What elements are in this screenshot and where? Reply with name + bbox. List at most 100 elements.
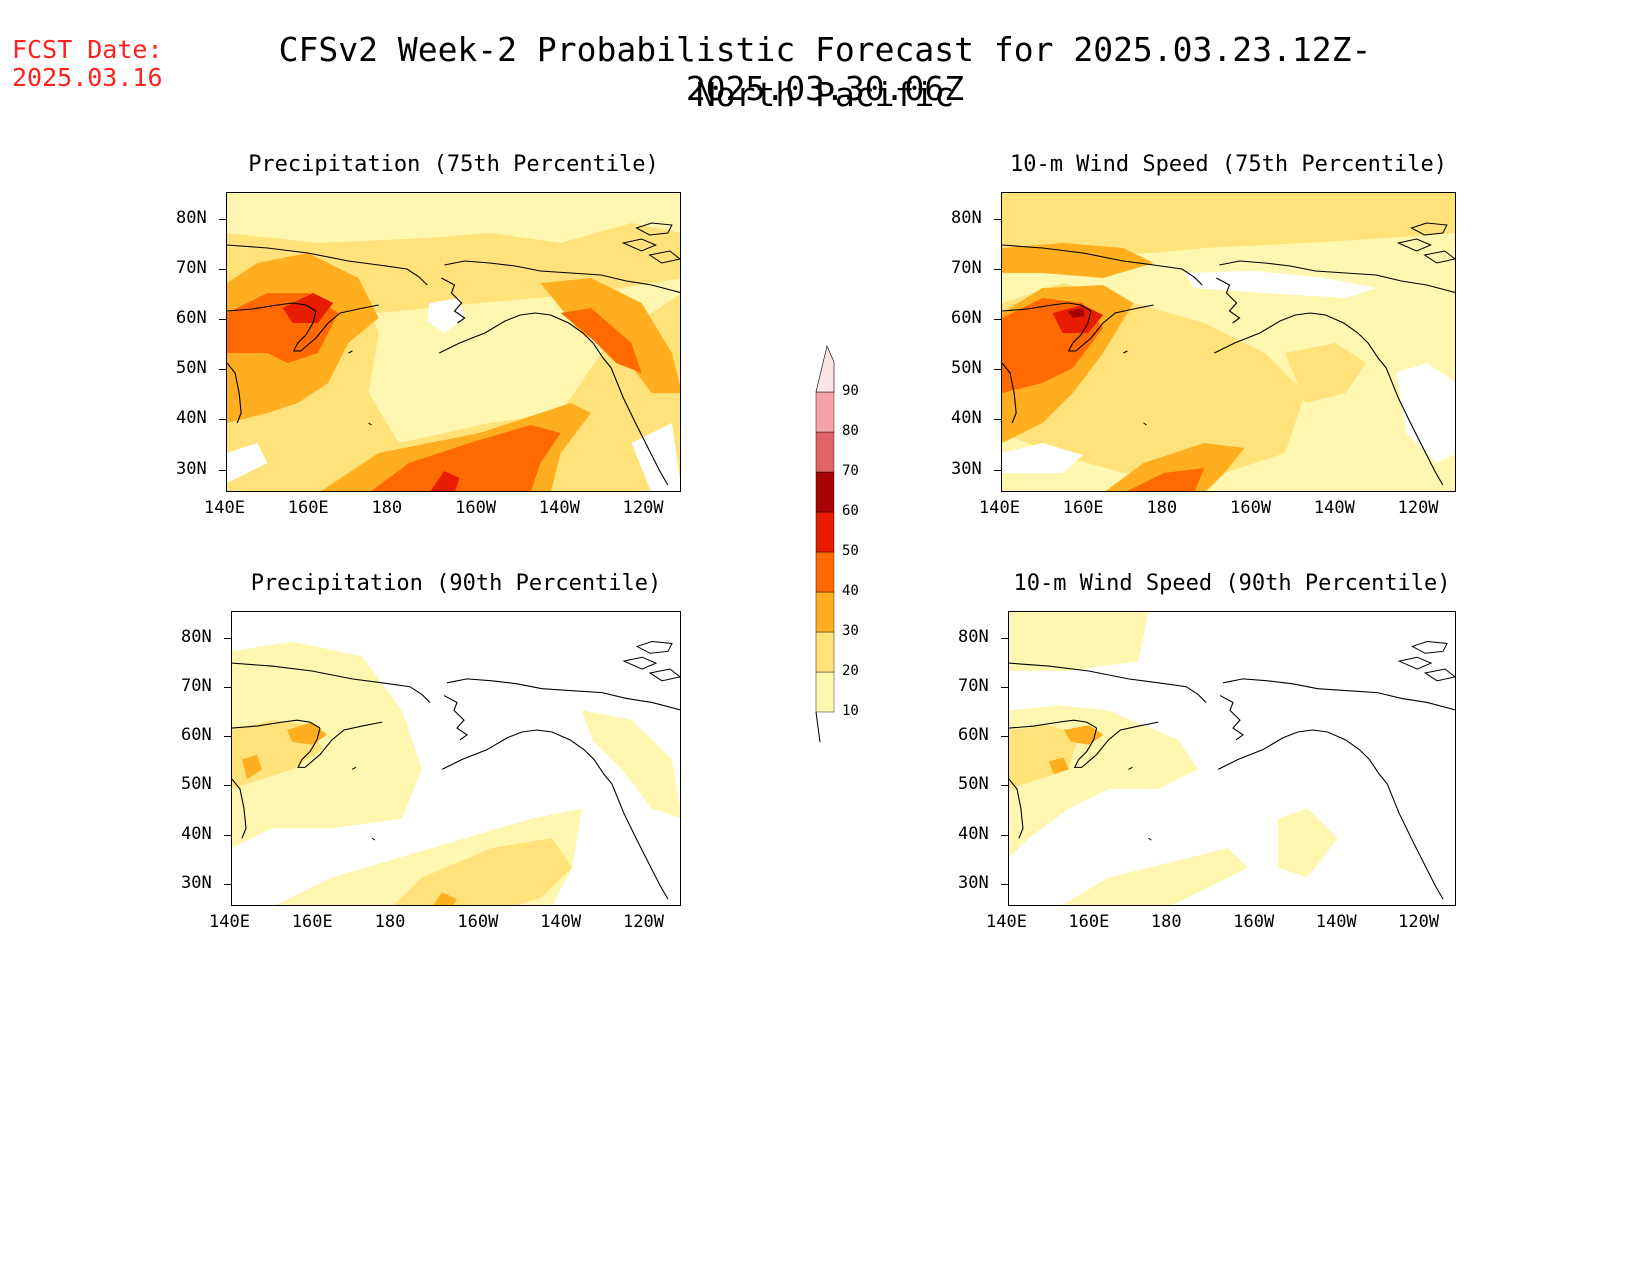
lat-tick-label: 30N bbox=[951, 458, 982, 479]
lat-tick-mark bbox=[219, 419, 226, 421]
colorbar-level-label: 70 bbox=[842, 463, 859, 479]
probability-contour bbox=[1002, 243, 1154, 278]
map-plot-area bbox=[226, 192, 681, 492]
colorbar-level-label: 30 bbox=[842, 623, 859, 639]
probability-contour bbox=[1009, 725, 1079, 789]
probability-contour bbox=[1009, 612, 1455, 905]
coastline bbox=[1067, 304, 1154, 352]
lat-tick-label: 50N bbox=[958, 774, 989, 795]
lat-tick-mark bbox=[1001, 736, 1008, 738]
lat-tick-mark bbox=[1001, 785, 1008, 787]
lon-tick-label: 120W bbox=[622, 498, 664, 518]
probability-contour bbox=[394, 838, 572, 905]
island-outline bbox=[1396, 238, 1432, 252]
island-outline bbox=[348, 350, 353, 354]
island-outline bbox=[648, 668, 680, 682]
lat-tick-mark bbox=[1001, 686, 1008, 688]
coastline bbox=[1385, 367, 1444, 486]
coastline bbox=[227, 362, 242, 424]
panel-title: Precipitation (90th Percentile) bbox=[250, 571, 662, 596]
island-outline bbox=[1143, 422, 1147, 426]
lat-tick-label: 80N bbox=[958, 626, 989, 647]
probability-contour bbox=[1285, 343, 1366, 403]
probability-contour bbox=[1277, 808, 1338, 878]
lat-tick-label: 40N bbox=[181, 823, 212, 844]
map-svg bbox=[1002, 193, 1455, 491]
coastline bbox=[441, 729, 613, 785]
map-panel-4: 10-m Wind Speed (90th Percentile) 80N 70N 6… bbox=[948, 571, 1476, 946]
coastline bbox=[1002, 362, 1017, 424]
island-outline bbox=[368, 422, 372, 426]
colorbar-swatch bbox=[815, 511, 835, 553]
lon-tick-label: 160W bbox=[1233, 912, 1275, 932]
lon-tick-label: 160W bbox=[455, 498, 497, 518]
lon-tick-label: 140W bbox=[538, 498, 580, 518]
lat-tick-mark bbox=[224, 686, 231, 688]
forecast-date-value: 2025.03.16 bbox=[12, 63, 163, 92]
lat-tick-mark bbox=[224, 736, 231, 738]
probability-contour bbox=[1009, 612, 1149, 671]
lat-tick-label: 40N bbox=[176, 408, 207, 429]
lon-tick-label: 140W bbox=[1313, 498, 1355, 518]
forecast-date-label: FCST Date: bbox=[12, 35, 163, 64]
lat-tick-mark bbox=[219, 469, 226, 471]
lat-tick-mark bbox=[219, 369, 226, 371]
coastline bbox=[444, 260, 680, 294]
island-outline bbox=[371, 837, 376, 841]
probability-contour bbox=[1067, 308, 1085, 318]
lon-tick-label: 180 bbox=[374, 912, 406, 932]
map-svg bbox=[1009, 612, 1455, 905]
colorbar-level-label: 10 bbox=[842, 703, 859, 719]
island-outline bbox=[1123, 350, 1128, 354]
colorbar-swatch bbox=[815, 551, 835, 593]
island-outline bbox=[622, 656, 658, 670]
colorbar-level-label: 90 bbox=[842, 383, 859, 399]
colorbar-level-label: 50 bbox=[842, 543, 859, 559]
page-title: CFSv2 Week-2 Probabilistic Forecast for … bbox=[278, 30, 1372, 108]
lat-tick-mark bbox=[224, 637, 231, 639]
lat-tick-label: 70N bbox=[176, 258, 207, 279]
lon-tick-label: 180 bbox=[1150, 912, 1182, 932]
colorbar-level-label: 80 bbox=[842, 423, 859, 439]
lat-tick-mark bbox=[219, 319, 226, 321]
probability-contour bbox=[582, 710, 680, 818]
colorbar-swatch bbox=[815, 671, 835, 713]
colorbar-swatch bbox=[815, 345, 835, 393]
probability-contour bbox=[1002, 443, 1083, 473]
lon-tick-label: 140W bbox=[1315, 912, 1357, 932]
lon-tick-label: 140E bbox=[204, 498, 245, 518]
map-panel-1: Precipitation (75th Percentile) 80N 70N 60N… bbox=[166, 152, 701, 532]
coastline bbox=[1219, 695, 1244, 741]
panel-title: 10-m Wind Speed (75th Percentile) bbox=[1009, 152, 1448, 177]
probability-contour bbox=[227, 443, 268, 483]
coastline bbox=[232, 719, 321, 729]
probability-contour bbox=[1002, 193, 1455, 253]
lat-tick-mark bbox=[224, 834, 231, 836]
island-outline bbox=[648, 250, 680, 264]
lat-tick-label: 60N bbox=[951, 308, 982, 329]
colorbar-level-label: 20 bbox=[842, 663, 859, 679]
lat-tick-mark bbox=[224, 785, 231, 787]
coastline bbox=[1222, 678, 1455, 711]
lat-tick-label: 30N bbox=[958, 872, 989, 893]
coastline bbox=[441, 277, 466, 324]
coastline bbox=[439, 312, 612, 369]
lat-tick-mark bbox=[1001, 637, 1008, 639]
island-outline bbox=[621, 238, 657, 252]
lon-tick-label: 160E bbox=[287, 498, 329, 518]
lat-tick-mark bbox=[994, 419, 1001, 421]
lat-tick-mark bbox=[994, 469, 1001, 471]
lon-tick-label: 140E bbox=[986, 912, 1027, 932]
colorbar-bottom-cap bbox=[815, 711, 821, 743]
lat-tick-mark bbox=[1001, 834, 1008, 836]
lon-tick-label: 140E bbox=[209, 912, 250, 932]
panel-title: Precipitation (75th Percentile) bbox=[248, 152, 659, 177]
colorbar-swatch bbox=[815, 391, 835, 433]
probability-contour bbox=[427, 298, 465, 333]
lon-tick-label: 120W bbox=[623, 912, 664, 932]
lon-tick-label: 160W bbox=[457, 912, 499, 932]
coastline bbox=[1073, 721, 1159, 768]
lat-tick-label: 70N bbox=[181, 675, 212, 696]
lat-tick-label: 60N bbox=[176, 308, 207, 329]
map-svg bbox=[232, 612, 680, 905]
